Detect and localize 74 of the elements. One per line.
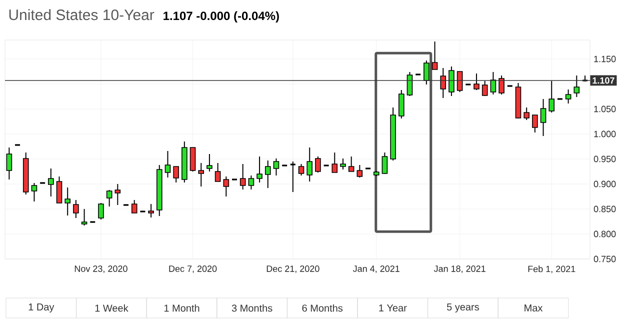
candlestick xyxy=(206,154,212,172)
x-tick-label: Jan 4, 2021 xyxy=(352,266,400,273)
candlestick xyxy=(81,208,88,226)
text: 1 Year xyxy=(379,304,407,312)
candlestick xyxy=(548,80,555,113)
candlestick xyxy=(474,72,480,90)
y-tick-label: 0.750 xyxy=(594,256,616,262)
candlestick xyxy=(356,164,363,178)
x-tick-label: Feb 1, 2021 xyxy=(528,266,576,274)
candlestick xyxy=(432,41,438,70)
candlestick xyxy=(456,70,463,92)
candlestick xyxy=(532,114,538,133)
text: 3 Months xyxy=(232,304,272,312)
candlestick xyxy=(398,90,404,119)
y-tick-label: 0.950 xyxy=(594,156,616,162)
candlestick xyxy=(173,166,179,183)
ref-line-label: 1.107 xyxy=(592,77,614,84)
x-tick-label: Dec 21, 2020 xyxy=(266,266,320,273)
candlestick xyxy=(31,182,38,202)
candlestick xyxy=(264,160,271,188)
candlestick xyxy=(48,168,54,197)
candlestick xyxy=(348,156,354,172)
candlestick xyxy=(448,66,454,96)
candlestick xyxy=(190,147,196,172)
candlestick xyxy=(214,162,221,182)
candlestick xyxy=(424,60,430,85)
text: 1 Month xyxy=(164,304,200,312)
candlestick xyxy=(131,200,138,214)
chart-title: United States 10-Year xyxy=(9,9,154,20)
candlestick xyxy=(6,147,12,180)
candlestick xyxy=(73,200,79,218)
candlestick xyxy=(306,147,313,182)
candlestick xyxy=(273,158,280,176)
candlestick xyxy=(114,184,121,206)
candlestick xyxy=(106,190,112,207)
text: 6 Months xyxy=(302,304,343,312)
candlestick xyxy=(64,187,70,216)
candlestick xyxy=(440,67,446,98)
candlestick xyxy=(256,156,262,183)
x-tick-label: Jan 18, 2021 xyxy=(434,266,486,273)
candlestick xyxy=(524,107,530,120)
y-tick-label: 1.000 xyxy=(594,130,616,138)
text: 1 Day xyxy=(28,304,54,312)
candlestick xyxy=(540,98,546,136)
candlestick xyxy=(315,156,321,173)
candlestick xyxy=(56,176,62,204)
text: 1 Week xyxy=(95,304,128,312)
candlestick xyxy=(565,89,572,104)
y-tick-label: 0.800 xyxy=(594,230,616,238)
candlestick xyxy=(148,204,154,218)
candlestick xyxy=(406,72,413,96)
text: 5 years xyxy=(446,304,479,312)
y-tick-label: 0.850 xyxy=(594,206,616,212)
candlestick xyxy=(98,202,104,220)
y-tick-label: 1.050 xyxy=(594,106,616,112)
candlestick xyxy=(290,160,296,192)
candlestick xyxy=(332,152,338,173)
x-tick-label: Nov 23, 2020 xyxy=(74,266,128,273)
candlestick xyxy=(382,152,388,174)
candlestick xyxy=(240,164,246,190)
candlestick xyxy=(574,74,580,98)
candlestick xyxy=(498,74,504,95)
candlestick xyxy=(340,158,346,170)
candlestick xyxy=(198,162,204,187)
x-tick-label: Dec 7, 2020 xyxy=(169,266,217,273)
candlestick xyxy=(164,150,171,178)
y-tick-label: 1.150 xyxy=(594,56,616,62)
candlestick xyxy=(482,80,488,96)
candlestick xyxy=(223,176,230,197)
candlestick xyxy=(248,175,254,190)
candlestick xyxy=(298,164,304,176)
y-tick-label: 0.900 xyxy=(594,180,616,188)
chart-subtitle: 1.107 -0.000 (-0.04%) xyxy=(164,11,279,22)
text: Max xyxy=(524,304,543,312)
